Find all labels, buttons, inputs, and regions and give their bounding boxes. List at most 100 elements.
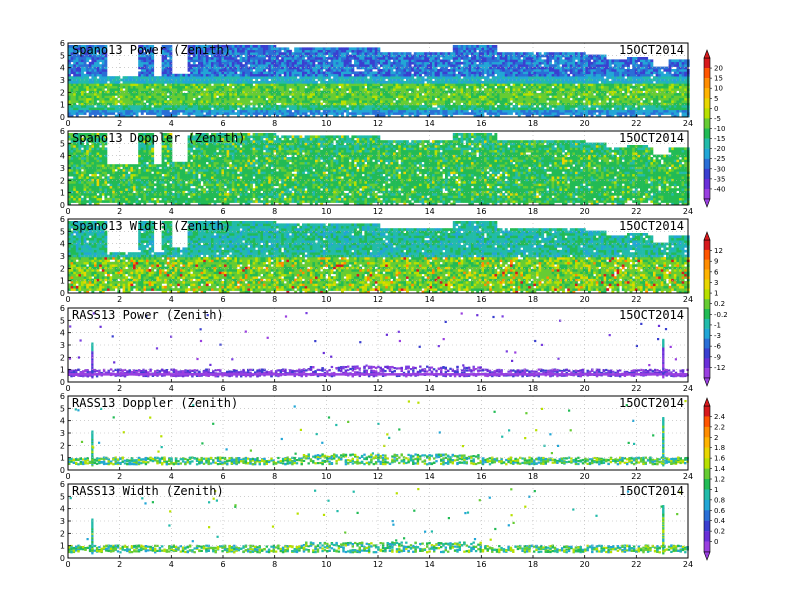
colorbar-label: 12 bbox=[714, 247, 723, 255]
x-tick-label: 8 bbox=[272, 560, 277, 569]
x-tick-label: 18 bbox=[528, 560, 538, 569]
x-tick-label: 4 bbox=[169, 119, 174, 128]
y-tick-label: 6 bbox=[60, 392, 65, 401]
colorbar-min-arrow bbox=[703, 198, 711, 208]
x-tick-label: 20 bbox=[580, 207, 590, 216]
colorbar-label: -10 bbox=[714, 125, 725, 133]
x-tick-label: 20 bbox=[580, 472, 590, 481]
colorbar-label: 0 bbox=[714, 105, 718, 113]
y-tick-label: 0 bbox=[60, 466, 65, 475]
x-tick-label: 12 bbox=[373, 207, 383, 216]
x-tick-label: 22 bbox=[631, 472, 641, 481]
panel-title: RASS13 Power (Zenith) bbox=[72, 308, 224, 322]
colorbar-label: 0.8 bbox=[714, 496, 725, 504]
y-tick-label: 5 bbox=[60, 316, 65, 325]
colorbar-swatch bbox=[704, 541, 710, 553]
y-tick-label: 0 bbox=[60, 378, 65, 387]
panel-date: 15OCT2014 bbox=[619, 219, 684, 233]
colorbar-power: 20 15 10 5 0 -5 -10 -15 -20 -25 -30 -35 -40 bbox=[703, 49, 725, 208]
colorbar-swatch bbox=[704, 520, 710, 532]
y-tick-label: 2 bbox=[60, 176, 65, 185]
x-tick-label: 8 bbox=[272, 384, 277, 393]
colorbar-swatch bbox=[704, 240, 710, 251]
colorbar-swatch bbox=[704, 318, 710, 329]
y-tick-label: 0 bbox=[60, 554, 65, 563]
colorbar-label: 1.4 bbox=[714, 465, 726, 473]
x-tick-label: 22 bbox=[631, 295, 641, 304]
x-tick-label: 10 bbox=[321, 295, 331, 304]
y-tick-label: 6 bbox=[60, 304, 65, 313]
x-tick-label: 24 bbox=[683, 384, 693, 393]
colorbar-swatch bbox=[704, 259, 710, 270]
colorbar-swatch bbox=[704, 138, 710, 149]
panel-title: RASS13 Doppler (Zenith) bbox=[72, 396, 238, 410]
colorbar-swatch bbox=[704, 148, 710, 159]
colorbar-swatch bbox=[704, 58, 710, 69]
panel-title: Spano13 Width (Zenith) bbox=[72, 219, 231, 233]
colorbar-swatch bbox=[704, 168, 710, 180]
colorbar-label: 0.2 bbox=[714, 528, 725, 536]
x-tick-label: 14 bbox=[425, 560, 435, 569]
colorbar-width: 12 9 6 3 1 0.2 -0.2 -1 -3 -6 -9 -12 bbox=[703, 231, 728, 387]
grid bbox=[68, 308, 688, 382]
x-tick-label: 2 bbox=[117, 207, 122, 216]
grid bbox=[68, 484, 688, 558]
colorbar-swatch bbox=[704, 499, 710, 511]
colorbar-swatch bbox=[704, 178, 710, 190]
y-tick-label: 3 bbox=[60, 164, 65, 173]
panel-date: 15OCT2014 bbox=[619, 308, 684, 322]
colorbar-label: 10 bbox=[714, 85, 723, 93]
x-tick-label: 4 bbox=[169, 295, 174, 304]
y-tick-label: 4 bbox=[60, 329, 65, 338]
y-tick-label: 1 bbox=[60, 101, 65, 110]
y-tick-label: 3 bbox=[60, 341, 65, 350]
colorbar-max-arrow bbox=[703, 49, 711, 59]
y-tick-label: 3 bbox=[60, 76, 65, 85]
heatmap-cells bbox=[68, 45, 690, 118]
colorbar-label: 9 bbox=[714, 258, 718, 266]
x-tick-label: 6 bbox=[220, 207, 225, 216]
x-tick-label: 20 bbox=[580, 384, 590, 393]
colorbar-label: 20 bbox=[714, 65, 723, 73]
x-tick-label: 18 bbox=[528, 207, 538, 216]
colorbar-swatch bbox=[704, 188, 710, 200]
colorbar-label: -25 bbox=[714, 155, 725, 163]
colorbar-min-arrow bbox=[703, 377, 711, 387]
x-tick-label: 24 bbox=[683, 119, 693, 128]
colorbar-label: -35 bbox=[714, 175, 725, 183]
x-tick-label: 2 bbox=[117, 295, 122, 304]
x-tick-label: 14 bbox=[425, 119, 435, 128]
colorbar-swatch bbox=[704, 128, 710, 139]
panel-date: 15OCT2014 bbox=[619, 43, 684, 57]
colorbar-swatch bbox=[704, 406, 710, 417]
colorbar-label: 2.4 bbox=[714, 413, 726, 421]
x-tick-label: 0 bbox=[65, 295, 70, 304]
y-tick-label: 2 bbox=[60, 264, 65, 273]
colorbar-label: 0.6 bbox=[714, 507, 726, 515]
x-tick-label: 14 bbox=[425, 295, 435, 304]
panel-date: 15OCT2014 bbox=[619, 484, 684, 498]
y-tick-label: 0 bbox=[60, 201, 65, 210]
colorbar-swatch bbox=[704, 328, 710, 339]
colorbar-label: -9 bbox=[714, 353, 721, 361]
colorbar-swatch bbox=[704, 158, 710, 169]
panel-title: RASS13 Width (Zenith) bbox=[72, 484, 224, 498]
x-tick-label: 0 bbox=[65, 384, 70, 393]
y-tick-label: 2 bbox=[60, 353, 65, 362]
colorbar-swatch bbox=[704, 68, 710, 79]
x-tick-label: 8 bbox=[272, 119, 277, 128]
y-tick-label: 5 bbox=[60, 51, 65, 60]
x-tick-label: 10 bbox=[321, 560, 331, 569]
y-tick-label: 1 bbox=[60, 277, 65, 286]
colorbar-swatch bbox=[704, 88, 710, 99]
x-tick-label: 0 bbox=[65, 207, 70, 216]
x-tick-label: 12 bbox=[373, 560, 383, 569]
colorbar-swatch bbox=[704, 426, 710, 438]
colorbar-label: -30 bbox=[714, 165, 725, 173]
x-tick-label: 16 bbox=[476, 560, 486, 569]
colorbar-swatch bbox=[704, 458, 710, 469]
colorbar-label: 1.2 bbox=[714, 476, 725, 484]
